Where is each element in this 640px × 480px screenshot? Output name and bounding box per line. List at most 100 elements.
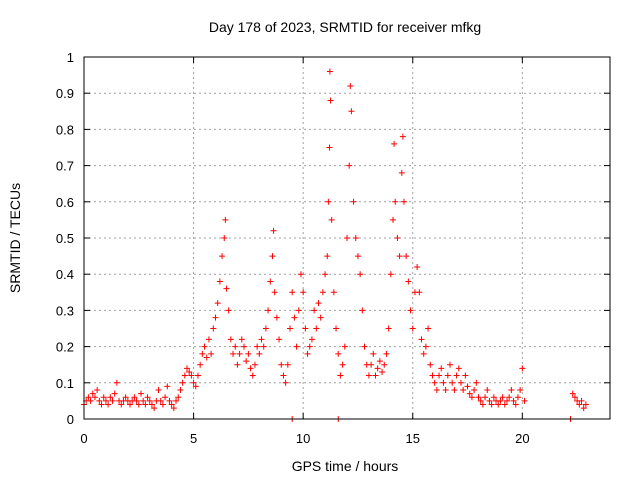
data-point bbox=[287, 325, 294, 332]
data-point bbox=[269, 253, 276, 260]
axis-ticks: 00.10.20.30.40.50.60.70.80.910 5 10 15 20 bbox=[56, 50, 610, 446]
data-point bbox=[429, 372, 436, 379]
data-point bbox=[192, 383, 199, 390]
data-point bbox=[245, 350, 252, 357]
data-point bbox=[173, 397, 180, 404]
data-point bbox=[223, 285, 230, 292]
data-point bbox=[508, 387, 515, 394]
data-point bbox=[113, 379, 120, 386]
data-point bbox=[438, 365, 445, 372]
data-point bbox=[302, 325, 309, 332]
data-point bbox=[297, 271, 304, 278]
data-point bbox=[387, 271, 394, 278]
data-point bbox=[372, 372, 379, 379]
data-point bbox=[273, 314, 280, 321]
data-point bbox=[392, 198, 399, 205]
data-point bbox=[222, 216, 229, 223]
data-point bbox=[306, 343, 313, 350]
data-point bbox=[109, 397, 116, 404]
data-point bbox=[319, 289, 326, 296]
data-point bbox=[258, 336, 265, 343]
data-point bbox=[365, 372, 372, 379]
data-point bbox=[330, 289, 337, 296]
x-tick-label: 20 bbox=[515, 431, 529, 446]
data-point bbox=[221, 235, 228, 241]
data-point bbox=[416, 289, 423, 296]
data-point bbox=[482, 394, 489, 401]
data-point bbox=[190, 379, 197, 386]
data-point bbox=[390, 216, 397, 223]
data-point bbox=[308, 336, 315, 343]
data-point bbox=[457, 379, 464, 386]
data-point bbox=[94, 387, 101, 394]
data-point bbox=[260, 343, 267, 350]
data-point bbox=[449, 379, 456, 386]
data-point bbox=[433, 387, 440, 394]
y-tick-label: 0.2 bbox=[56, 340, 74, 355]
data-point bbox=[243, 358, 250, 365]
data-point bbox=[144, 394, 151, 401]
data-point bbox=[107, 394, 114, 401]
data-point bbox=[300, 289, 307, 296]
y-axis-label: SRMTID / TECUs bbox=[7, 183, 23, 293]
data-point bbox=[354, 253, 361, 260]
data-point bbox=[335, 350, 342, 357]
data-point bbox=[131, 394, 138, 401]
data-point bbox=[311, 307, 318, 314]
data-point bbox=[291, 314, 298, 321]
data-point bbox=[473, 379, 480, 386]
y-tick-label: 0 bbox=[67, 412, 74, 427]
chart-title: Day 178 of 2023, SRMTID for receiver mfk… bbox=[209, 19, 481, 35]
data-point bbox=[96, 397, 103, 404]
data-point bbox=[466, 390, 473, 397]
data-point bbox=[333, 325, 340, 332]
data-point bbox=[420, 350, 427, 357]
data-point bbox=[240, 343, 247, 350]
data-point bbox=[270, 227, 277, 234]
data-point bbox=[89, 390, 96, 397]
data-point bbox=[214, 300, 221, 307]
data-point bbox=[122, 394, 129, 401]
data-point bbox=[162, 394, 169, 401]
data-point bbox=[276, 336, 283, 343]
data-point bbox=[506, 394, 513, 401]
data-point bbox=[133, 397, 140, 404]
data-point bbox=[326, 144, 333, 151]
data-point bbox=[391, 140, 398, 147]
data-point bbox=[322, 271, 329, 278]
data-point bbox=[486, 397, 493, 404]
data-point bbox=[344, 235, 350, 241]
data-point bbox=[347, 82, 354, 89]
data-point bbox=[166, 397, 173, 404]
data-point bbox=[398, 169, 405, 176]
data-point bbox=[175, 394, 182, 401]
data-point bbox=[517, 387, 524, 394]
data-point bbox=[251, 361, 258, 368]
data-point bbox=[98, 401, 105, 408]
data-point bbox=[569, 390, 576, 397]
data-point bbox=[394, 235, 401, 241]
data-point bbox=[271, 289, 278, 296]
data-point bbox=[111, 390, 118, 397]
x-axis-label: GPS time / hours bbox=[292, 458, 399, 474]
data-point bbox=[265, 307, 272, 314]
data-point bbox=[488, 401, 495, 408]
data-point bbox=[284, 361, 291, 368]
data-point bbox=[197, 361, 204, 368]
data-point bbox=[289, 289, 296, 296]
data-point bbox=[361, 343, 368, 350]
data-point bbox=[490, 394, 497, 401]
y-tick-label: 0.5 bbox=[56, 231, 74, 246]
data-point bbox=[328, 216, 335, 223]
data-point bbox=[100, 394, 107, 401]
y-tick-label: 0.8 bbox=[56, 122, 74, 137]
data-point bbox=[155, 387, 162, 394]
y-tick-label: 0.7 bbox=[56, 159, 74, 174]
data-point bbox=[414, 263, 421, 270]
data-point bbox=[468, 394, 475, 401]
data-point bbox=[341, 343, 348, 350]
data-point bbox=[339, 361, 346, 368]
data-point bbox=[325, 198, 332, 205]
data-point bbox=[460, 387, 467, 394]
data-point bbox=[230, 350, 237, 357]
